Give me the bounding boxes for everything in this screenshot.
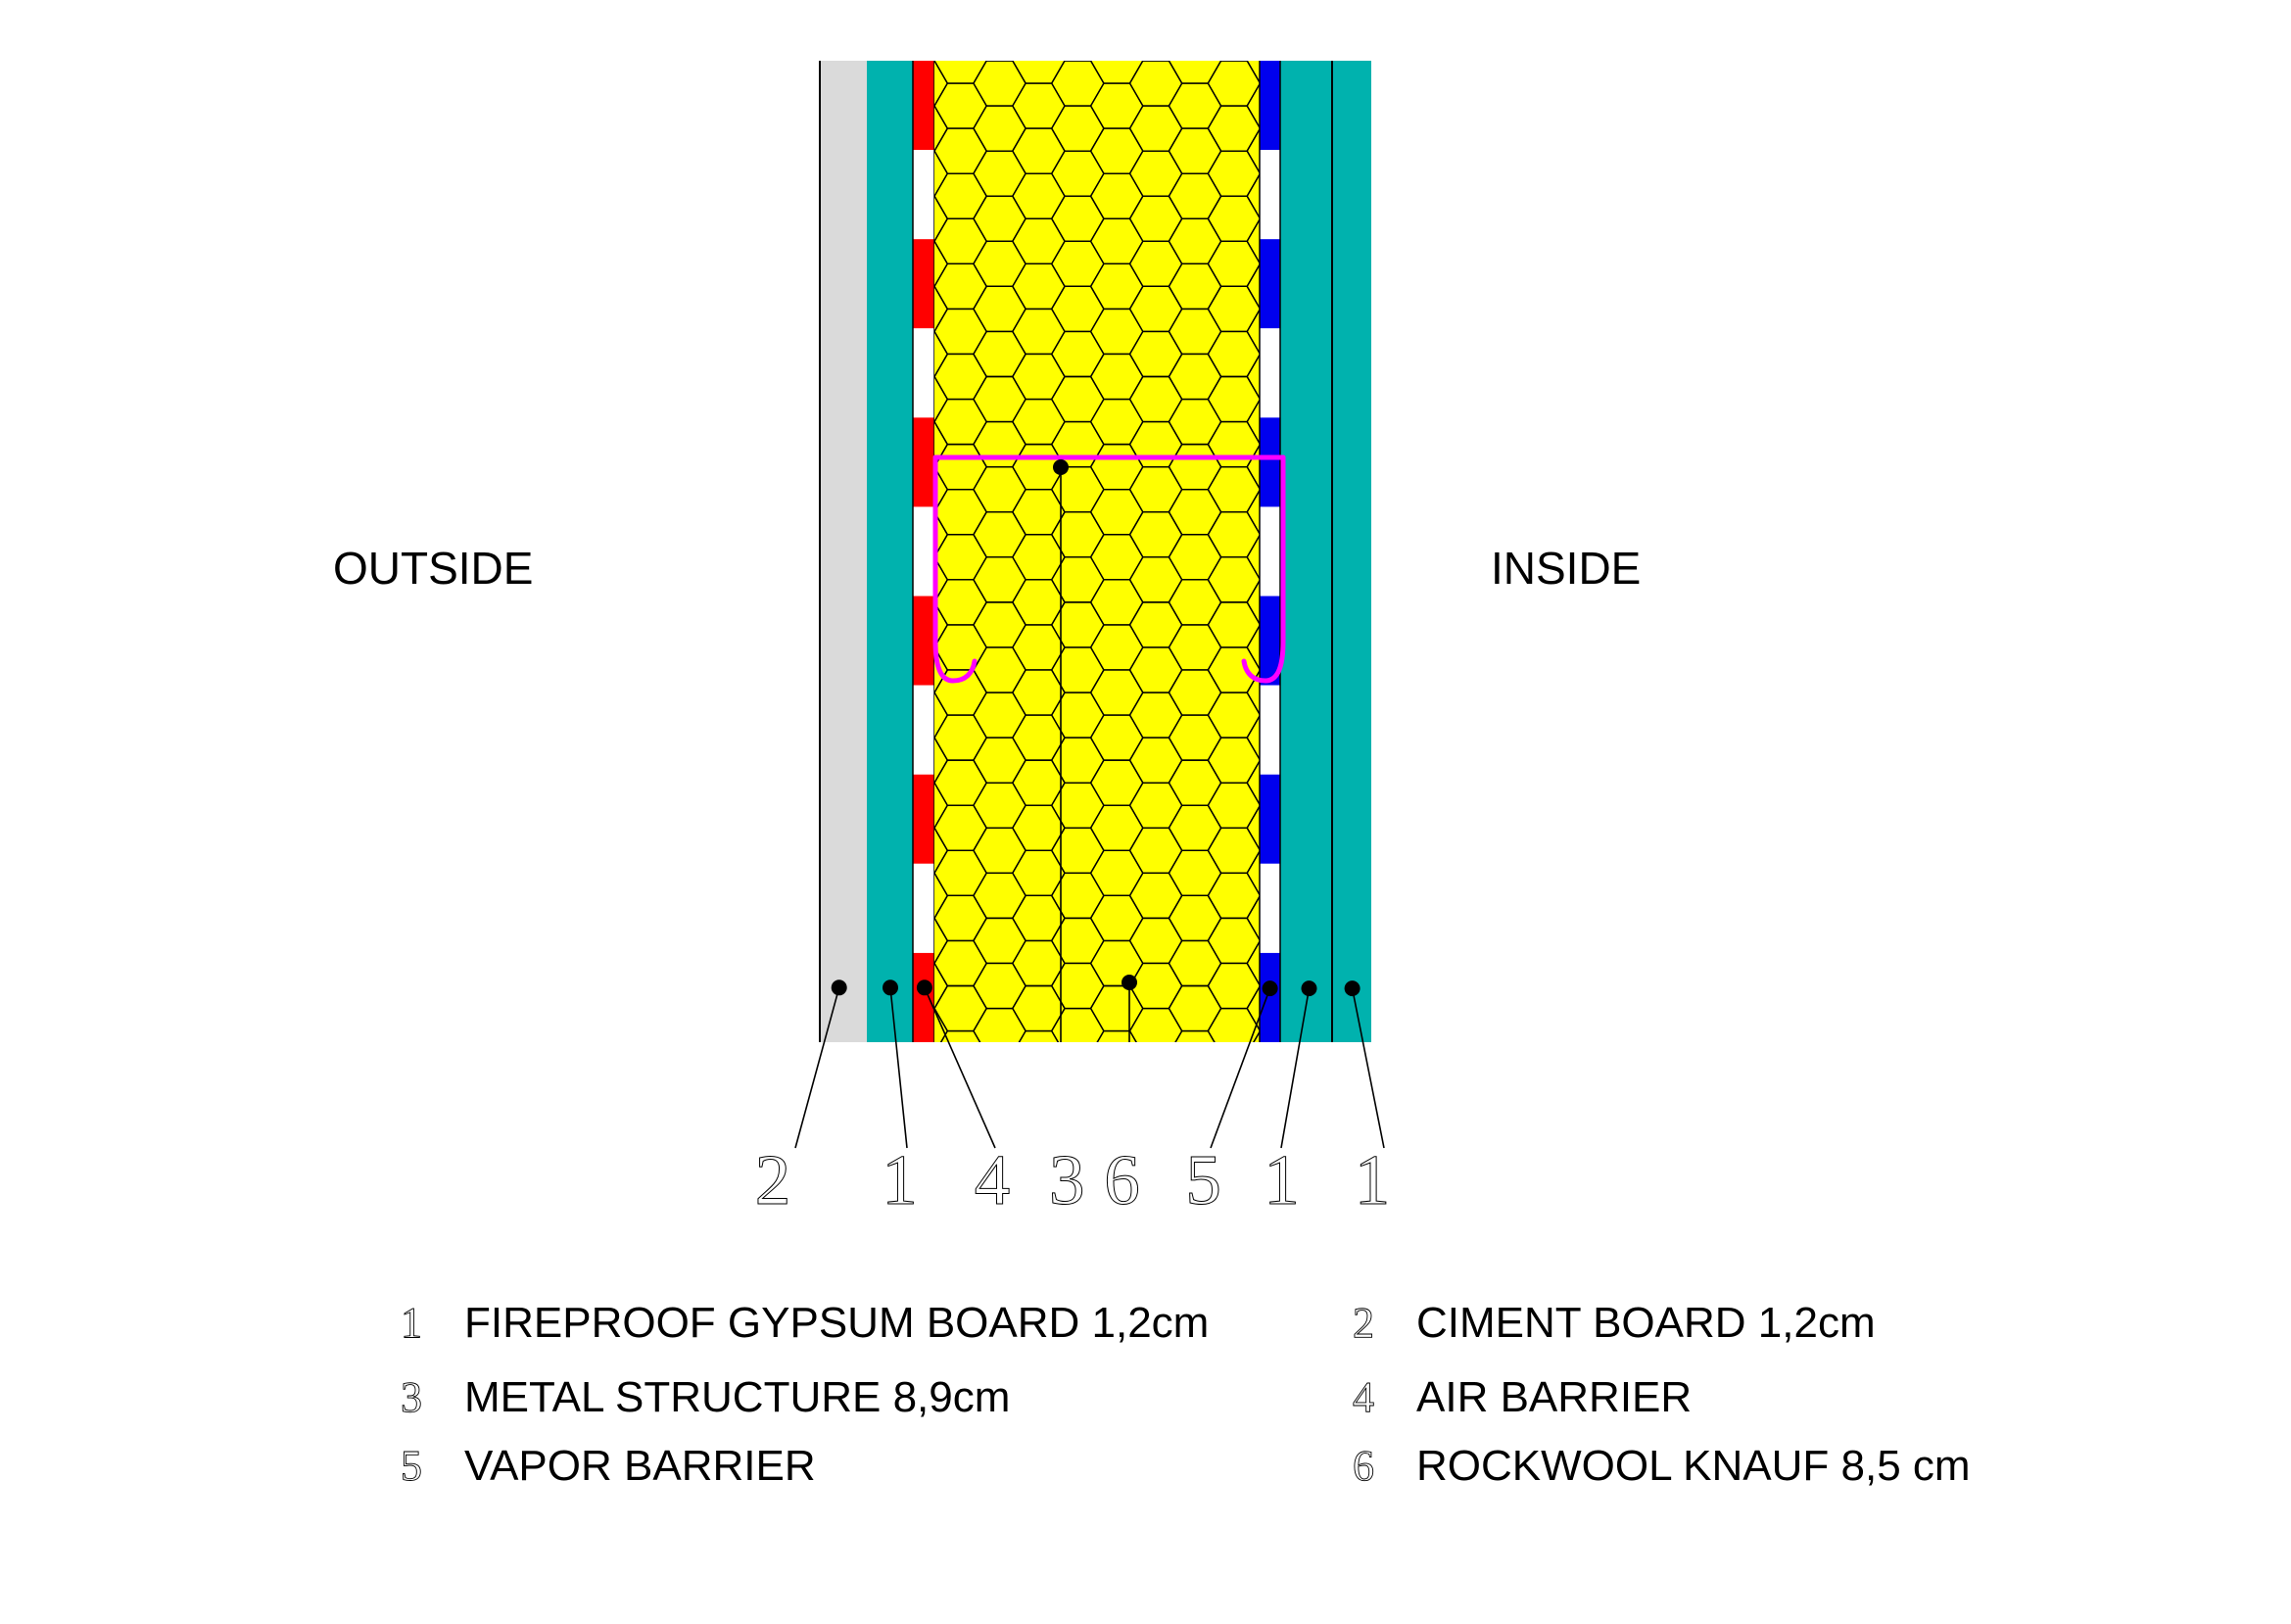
svg-text:4: 4 (1353, 1373, 1374, 1421)
svg-text:2: 2 (755, 1140, 791, 1219)
svg-text:1: 1 (401, 1299, 422, 1347)
svg-text:6: 6 (1353, 1442, 1374, 1490)
svg-text:6: 6 (1104, 1140, 1140, 1219)
svg-text:1: 1 (882, 1140, 918, 1219)
svg-text:2: 2 (1353, 1299, 1374, 1347)
svg-text:VAPOR BARRIER: VAPOR BARRIER (464, 1442, 816, 1490)
svg-text:OUTSIDE: OUTSIDE (333, 543, 533, 594)
svg-text:4: 4 (975, 1140, 1011, 1219)
svg-text:3: 3 (1049, 1140, 1085, 1219)
svg-text:AIR BARRIER: AIR BARRIER (1416, 1373, 1692, 1421)
svg-text:INSIDE: INSIDE (1491, 543, 1641, 594)
svg-text:1: 1 (1355, 1140, 1391, 1219)
svg-text:5: 5 (1185, 1140, 1221, 1219)
svg-text:3: 3 (401, 1373, 422, 1421)
svg-text:1: 1 (1264, 1140, 1300, 1219)
svg-text:METAL STRUCTURE 8,9cm: METAL STRUCTURE 8,9cm (464, 1373, 1010, 1421)
svg-text:FIREPROOF GYPSUM BOARD 1,2cm: FIREPROOF GYPSUM BOARD 1,2cm (464, 1299, 1209, 1347)
svg-text:CIMENT BOARD 1,2cm: CIMENT BOARD 1,2cm (1416, 1299, 1876, 1347)
svg-text:5: 5 (401, 1442, 422, 1490)
svg-text:ROCKWOOL KNAUF 8,5 cm: ROCKWOOL KNAUF 8,5 cm (1416, 1442, 1971, 1490)
